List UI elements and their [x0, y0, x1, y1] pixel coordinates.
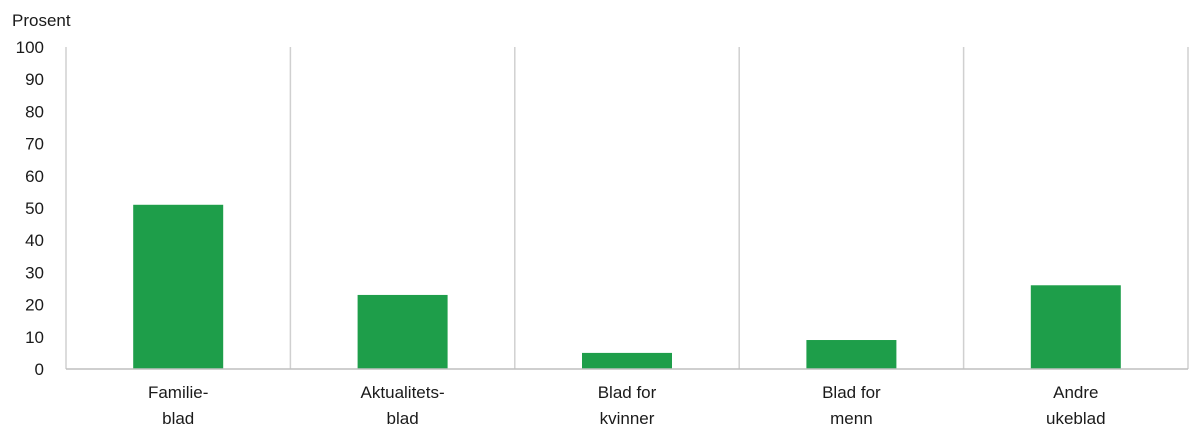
- x-tick-label: Aktualitets-: [361, 383, 445, 402]
- bar: [133, 204, 224, 369]
- y-tick-label: 90: [25, 70, 44, 89]
- x-tick-label: kvinner: [600, 409, 655, 428]
- y-axis-label: Prosent: [12, 11, 71, 30]
- y-tick-label: 80: [25, 102, 44, 121]
- bars: [133, 204, 1121, 369]
- y-tick-label: 20: [25, 296, 44, 315]
- y-tick-label: 100: [16, 38, 44, 57]
- bar: [1030, 285, 1121, 369]
- bar: [582, 352, 672, 369]
- x-tick-label: blad: [162, 409, 194, 428]
- bar: [806, 340, 897, 369]
- y-tick-label: 30: [25, 263, 44, 282]
- x-tick-label: Blad for: [598, 383, 657, 402]
- x-tick-label: ukeblad: [1046, 409, 1106, 428]
- y-tick-label: 50: [25, 199, 44, 218]
- y-tick-label: 40: [25, 231, 44, 250]
- x-tick-label: menn: [830, 409, 873, 428]
- vertical-gridlines: [65, 47, 1189, 369]
- y-tick-label: 70: [25, 135, 44, 154]
- y-tick-label: 60: [25, 167, 44, 186]
- x-axis-labels: Familie-blad Aktualitets-blad Blad for kvin…: [148, 383, 1106, 428]
- x-tick-label: Andre: [1053, 383, 1098, 402]
- bar: [357, 294, 448, 369]
- x-tick-label: Blad for: [822, 383, 881, 402]
- x-tick-label: Familie-: [148, 383, 208, 402]
- y-axis-ticks: 0 10 20 30 40 50 60 70 80 90 100: [16, 38, 44, 379]
- y-tick-label: 10: [25, 328, 44, 347]
- y-tick-label: 0: [35, 360, 44, 379]
- x-tick-label: blad: [387, 409, 419, 428]
